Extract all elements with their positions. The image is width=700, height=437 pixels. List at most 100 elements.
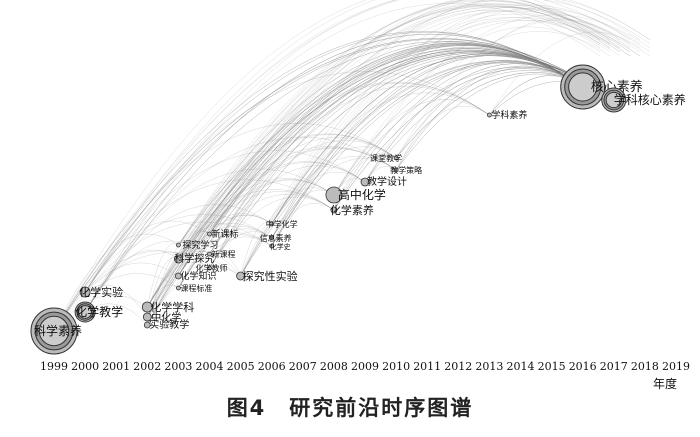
link-arc	[209, 45, 583, 235]
link-arc	[178, 42, 583, 260]
link-arc	[364, 31, 611, 183]
link-arc	[178, 0, 601, 277]
keyword-node: 中化学	[142, 311, 181, 324]
link-arc	[178, 231, 210, 260]
link-arc	[178, 228, 272, 289]
link-arc	[178, 223, 272, 246]
node-label: 高中化学	[338, 187, 386, 202]
link-arc	[147, 3, 631, 308]
year-axis: 1999 2000 2001 2002 2003 2004 2005 2006 2007 2008…	[40, 360, 690, 373]
link-arc	[271, 7, 641, 247]
link-arc	[147, 234, 272, 326]
link-arc	[178, 48, 614, 246]
link-arc	[178, 41, 583, 246]
node-label: 科学素养	[34, 323, 82, 338]
link-arc	[178, 7, 651, 289]
link-arc	[395, 65, 583, 159]
link-arc	[84, 3, 601, 313]
node-label: 化学实验	[79, 285, 123, 299]
link-arc	[84, 32, 583, 293]
year-tick-2000: 2000	[71, 360, 99, 373]
link-arc	[209, 0, 651, 255]
link-arc	[84, 262, 179, 293]
node-label: 课堂教学	[370, 153, 402, 163]
year-tick-2013: 2013	[475, 360, 503, 373]
node-ring	[175, 285, 181, 291]
node-ring	[38, 315, 70, 347]
link-arc	[240, 155, 397, 277]
axis-unit-label: 年度	[653, 376, 677, 391]
year-tick-2017: 2017	[600, 360, 628, 373]
node-label: 探究学习	[182, 239, 218, 251]
keyword-node: 化学素养	[330, 203, 374, 217]
link-arc	[271, 20, 631, 247]
node-ring	[207, 251, 212, 257]
node-label: 新课标	[212, 228, 239, 240]
node-ring	[143, 321, 151, 329]
node-label: 化学教学	[75, 304, 123, 319]
citation-links	[53, 0, 651, 332]
link-arc	[178, 5, 621, 260]
link-arc	[53, 123, 397, 332]
link-arc	[178, 133, 397, 246]
link-arc	[240, 17, 611, 277]
link-arc	[178, 0, 611, 260]
link-arc	[209, 0, 651, 269]
node-label: 化学知识	[180, 270, 216, 282]
link-arc	[147, 0, 621, 308]
link-arc	[240, 11, 601, 277]
link-arc	[178, 4, 611, 277]
year-tick-2003: 2003	[164, 360, 192, 373]
link-arc	[178, 232, 272, 260]
keyword-node: 化学史	[269, 242, 291, 251]
link-arc	[147, 134, 397, 308]
link-arc	[395, 66, 583, 171]
keyword-node: 核心素养	[560, 64, 643, 110]
link-arc	[53, 233, 179, 332]
link-arc	[178, 3, 601, 289]
node-ring	[173, 254, 183, 264]
keyword-node: 教学设计	[360, 175, 407, 188]
link-arc	[147, 6, 641, 318]
node-label: 学科素养	[491, 109, 527, 121]
link-arc	[147, 3, 641, 326]
link-arc	[84, 38, 614, 293]
link-arc	[84, 252, 241, 293]
node-ring	[269, 235, 275, 241]
year-tick-2001: 2001	[102, 360, 130, 373]
node-label: 教学设计	[367, 175, 407, 188]
link-arc	[147, 82, 490, 326]
keyword-node: 学科素养	[486, 109, 527, 121]
keyword-node: 化学教师	[196, 263, 228, 273]
link-arc	[364, 63, 583, 183]
node-ring	[142, 312, 152, 322]
node-ring	[360, 177, 370, 187]
link-arc	[271, 4, 631, 239]
year-tick-1999: 1999	[40, 360, 68, 373]
link-arc	[147, 262, 210, 308]
link-arc	[147, 0, 651, 326]
node-ring	[175, 242, 181, 248]
node-ring	[605, 91, 622, 109]
link-arc	[178, 251, 210, 277]
node-label: 科学探究	[174, 252, 214, 265]
link-arc	[84, 71, 490, 293]
link-arc	[209, 231, 272, 269]
keyword-node: 化学学科	[141, 300, 194, 314]
link-arc	[147, 0, 631, 318]
link-arc	[395, 18, 621, 171]
keyword-node: 课堂教学	[370, 153, 402, 163]
node-label: 化学学科	[150, 300, 194, 314]
link-arc	[209, 0, 641, 235]
link-arc	[178, 147, 397, 277]
link-arc	[84, 204, 272, 313]
link-arc	[209, 165, 366, 255]
link-arc	[240, 222, 272, 277]
node-ring	[486, 112, 492, 118]
link-arc	[240, 187, 335, 277]
link-arc	[333, 14, 651, 196]
node-label: 新课程	[212, 249, 236, 259]
link-arc	[84, 33, 583, 313]
link-arc	[209, 236, 272, 255]
